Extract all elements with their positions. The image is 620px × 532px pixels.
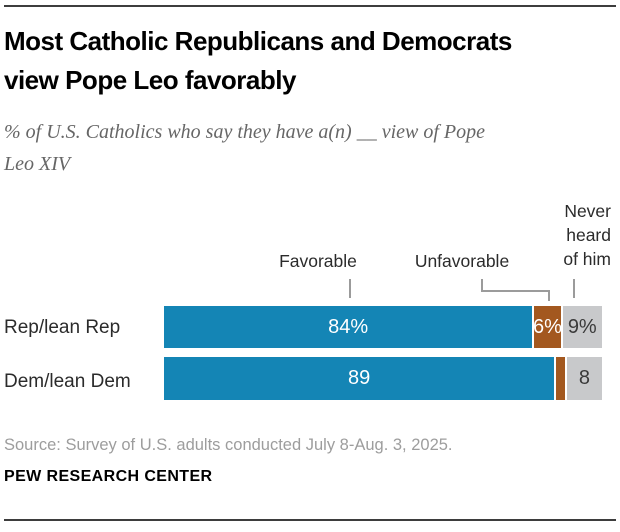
bar-rep: 84% 6% 9%: [164, 306, 602, 348]
bar-dem-never-heard-value: 8: [578, 367, 591, 389]
bar-dem-never-heard-segment: 8: [566, 357, 602, 400]
bottom-divider: [4, 519, 616, 521]
unfavorable-connector-drop: [548, 290, 550, 301]
bar-rep-never-heard-value: 9%: [567, 315, 597, 338]
bar-rep-unfavorable-segment: 6%: [532, 306, 562, 348]
bar-rep-unfavorable-value: 6%: [532, 315, 562, 338]
legend-unfavorable: Unfavorable: [414, 251, 510, 271]
bar-chart-plot-area: 84% 6% 9% 89 8: [164, 306, 602, 400]
bar-rep-favorable-segment: 84%: [164, 306, 533, 348]
bar-dem-unfavorable-segment: [556, 357, 565, 400]
chart-subtitle: % of U.S. Catholics who say they have a(…: [4, 121, 486, 175]
pew-research-center-wordmark: PEW RESEARCH CENTER: [4, 468, 213, 485]
never-heard-tick-line: [573, 279, 575, 298]
top-divider: [4, 5, 616, 7]
row-label-rep: Rep/lean Rep: [4, 317, 121, 338]
chart-title: Most Catholic Republicans and Democrats …: [4, 26, 512, 95]
bar-rep-favorable-value: 84%: [328, 315, 369, 338]
row-label-dem: Dem/lean Dem: [4, 371, 131, 392]
legend-favorable: Favorable: [279, 251, 357, 271]
source-note: Source: Survey of U.S. adults conducted …: [4, 436, 453, 454]
bar-dem-favorable-value: 89: [347, 367, 371, 389]
bar-dem-favorable-segment: 89: [164, 357, 555, 400]
bar-dem: 89 8: [164, 357, 602, 400]
unfavorable-connector-line: [481, 279, 550, 292]
legend-never-heard: Never heard of him: [563, 201, 611, 269]
bar-rep-never-heard-segment: 9%: [562, 306, 602, 348]
favorable-tick-line: [349, 279, 351, 298]
